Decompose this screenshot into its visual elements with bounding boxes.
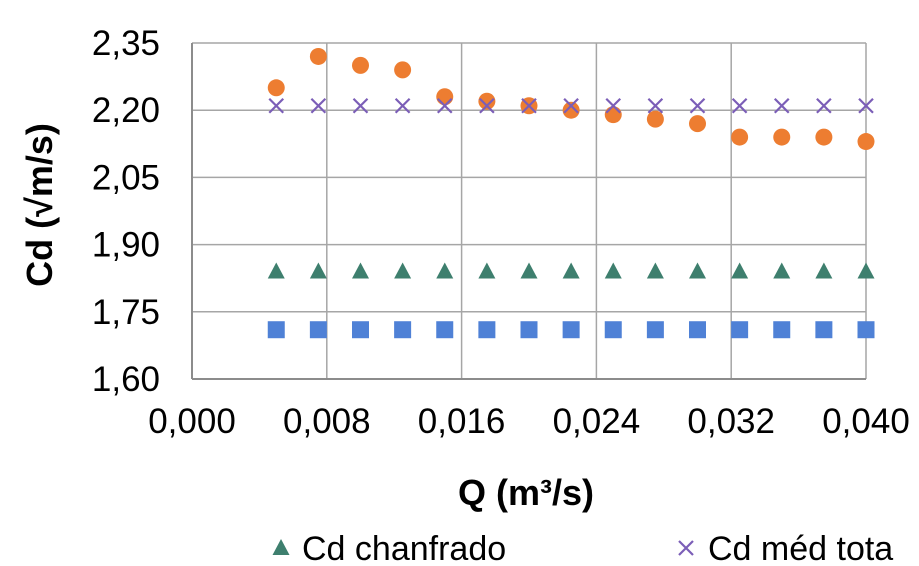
x-tick-label: 0,008: [283, 402, 371, 441]
data-point-triangle: [352, 262, 369, 279]
data-point-square: [436, 321, 454, 339]
data-point-square: [309, 321, 327, 339]
data-point-x: [773, 97, 790, 114]
data-point-x: [310, 97, 327, 114]
y-tick-label: 1,60: [92, 360, 160, 399]
data-point-triangle: [520, 262, 538, 279]
data-point-circle: [773, 128, 791, 146]
data-point-circle: [309, 47, 327, 65]
data-point-triangle: [394, 262, 412, 279]
data-point-x: [605, 97, 622, 114]
data-point-square: [731, 321, 749, 339]
data-point-triangle: [731, 262, 749, 279]
legend-marker-x: [678, 540, 694, 556]
data-points: [267, 47, 875, 339]
x-tick-label: 0,024: [553, 402, 641, 441]
data-point-triangle: [562, 262, 580, 279]
data-point-triangle: [267, 262, 285, 279]
data-point-x: [268, 97, 285, 114]
data-point-x: [436, 97, 453, 114]
x-tick-label: 0,040: [822, 402, 910, 441]
y-tick-label: 1,90: [92, 226, 160, 265]
data-point-x: [394, 97, 411, 114]
data-point-x: [816, 97, 832, 114]
data-point-square: [478, 321, 496, 339]
data-point-circle: [562, 101, 580, 119]
data-point-triangle: [646, 262, 664, 279]
data-point-triangle: [815, 262, 833, 279]
legend: Cd chanfrado Cd méd tota: [272, 530, 893, 566]
data-point-x: [521, 97, 537, 114]
y-tick-label: 1,75: [92, 293, 160, 332]
legend-marker-triangle: [272, 539, 290, 555]
data-point-circle: [267, 79, 285, 97]
data-point-triangle: [436, 262, 454, 279]
x-tick-label: 0,000: [148, 402, 236, 441]
data-point-x: [731, 97, 748, 114]
data-point-triangle: [478, 262, 496, 279]
data-point-square: [267, 321, 285, 339]
data-point-circle: [731, 128, 749, 146]
data-point-triangle: [604, 262, 622, 279]
data-point-circle: [815, 128, 833, 146]
data-point-circle: [394, 61, 412, 79]
y-tick-label: 2,35: [92, 24, 160, 63]
data-point-x: [858, 97, 874, 114]
data-point-triangle: [857, 262, 875, 279]
data-point-x: [647, 97, 664, 114]
data-point-x: [352, 97, 369, 114]
data-point-square: [646, 321, 664, 339]
axes: [191, 43, 866, 380]
data-point-circle: [352, 56, 369, 74]
data-point-square: [815, 321, 833, 339]
y-tick-label: 2,05: [92, 158, 160, 197]
data-point-circle: [604, 106, 622, 124]
data-point-square: [520, 321, 538, 339]
y-tick-labels: 1,60 1,75 1,90 2,05 2,20 2,35: [92, 24, 160, 399]
data-point-square: [352, 321, 369, 339]
data-point-square: [857, 321, 875, 339]
data-point-circle: [689, 115, 706, 133]
data-point-square: [562, 321, 580, 339]
data-point-circle: [436, 88, 454, 106]
data-point-circle: [646, 110, 664, 128]
data-point-triangle: [689, 262, 706, 279]
data-point-square: [394, 321, 412, 339]
data-point-square: [773, 321, 791, 339]
data-point-triangle: [773, 262, 791, 279]
x-tick-labels: 0,000 0,008 0,016 0,024 0,032 0,040: [148, 402, 910, 441]
y-tick-label: 2,20: [92, 91, 160, 130]
data-point-x: [689, 97, 706, 114]
data-point-x: [479, 97, 495, 114]
x-tick-label: 0,016: [418, 402, 506, 441]
data-point-circle: [857, 133, 875, 151]
data-point-circle: [478, 92, 496, 110]
legend-label: Cd chanfrado: [302, 530, 506, 566]
data-point-x: [563, 97, 579, 114]
data-point-square: [604, 321, 622, 339]
x-tick-label: 0,032: [687, 402, 775, 441]
x-axis-title: Q (m³/s): [458, 472, 594, 513]
y-axis-title: Cd (√m/s): [19, 123, 60, 287]
legend-label: Cd méd tota: [708, 530, 893, 566]
data-point-square: [689, 321, 706, 339]
data-point-triangle: [309, 262, 327, 279]
